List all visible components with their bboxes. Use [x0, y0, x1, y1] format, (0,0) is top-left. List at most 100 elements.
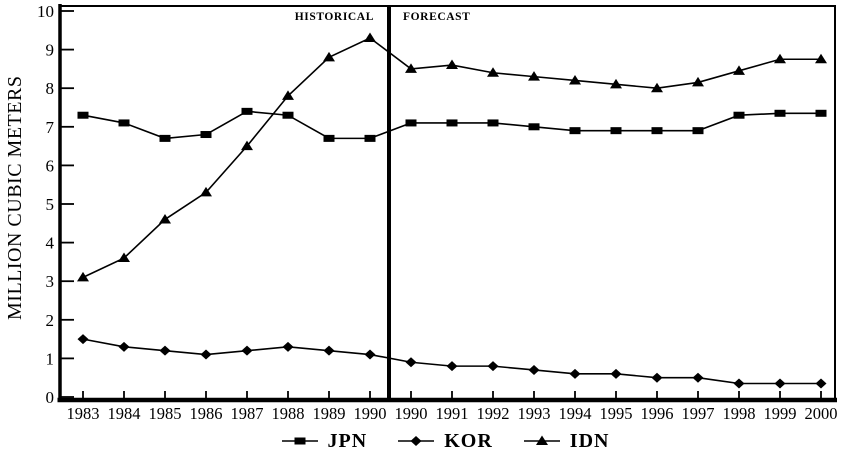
jpn-marker: [405, 119, 417, 127]
idn-marker: [651, 82, 663, 93]
jpn-marker: [815, 109, 827, 117]
idn-marker: [528, 71, 540, 81]
kor-marker: [446, 361, 458, 372]
x-tick-label: 1995: [600, 404, 633, 423]
x-axis: 1983 1984 1985 1986 1987 1988 1989 1990 1990 1991…: [67, 391, 838, 423]
jpn-marker: [159, 134, 171, 142]
idn-line: [82, 37, 821, 279]
region-label-forecast: FORECAST: [403, 11, 471, 23]
jpn-legend-marker: [294, 437, 306, 445]
jpn-marker: [692, 127, 704, 135]
legend-item-kor: KOR: [397, 430, 493, 453]
x-tick-label: 1992: [477, 404, 510, 423]
x-tick-label: 1984: [108, 404, 141, 423]
region-label-historical: HISTORICAL: [294, 11, 374, 23]
jpn-marker: [118, 119, 130, 127]
idn-marker: [446, 59, 458, 70]
jpn-marker: [528, 123, 540, 131]
jpn-marker: [200, 131, 212, 139]
jpn-square-legend-icon: [281, 437, 318, 445]
legend-label-kor: KOR: [444, 429, 493, 452]
jpn-marker: [446, 119, 458, 127]
legend-label-jpn: JPN: [327, 429, 368, 452]
series-jpn: [77, 107, 827, 142]
plot-frame: [57, 4, 837, 403]
kor-legend-marker: [410, 436, 422, 446]
jpn-marker: [774, 109, 786, 117]
y-tick-label: 2: [46, 311, 55, 330]
x-tick-label: 1990: [354, 404, 387, 423]
idn-marker: [405, 63, 417, 73]
jpn-marker: [651, 127, 663, 135]
jpn-marker: [241, 107, 253, 115]
kor-marker: [405, 357, 417, 368]
y-tick-label: 7: [46, 118, 55, 137]
x-tick-label: 1987: [231, 404, 264, 423]
idn-marker: [692, 76, 704, 87]
kor-marker: [282, 341, 294, 352]
idn-marker: [200, 186, 212, 197]
kor-marker: [200, 349, 212, 360]
idn-marker: [118, 252, 130, 263]
y-axis: 0 1 2 3 4 5 6 7 8 9 10: [37, 2, 74, 407]
legend: JPN KOR IDN: [0, 429, 850, 453]
y-tick-label: 0: [46, 388, 55, 407]
x-tick-label: 1996: [641, 404, 674, 423]
idn-triangle-legend-icon: [523, 435, 560, 445]
y-tick-label: 10: [37, 2, 54, 21]
idn-marker: [323, 51, 335, 62]
x-tick-label: 1991: [436, 404, 469, 423]
x-tick-label: 1997: [682, 404, 715, 423]
kor-marker: [118, 341, 130, 352]
x-tick-label: 1990: [395, 404, 428, 423]
x-tick-label: 1994: [559, 404, 592, 423]
idn-marker: [241, 140, 253, 151]
x-tick-label: 2000: [805, 404, 838, 423]
idn-marker: [282, 90, 294, 100]
kor-marker: [651, 372, 663, 383]
kor-marker: [528, 364, 540, 375]
y-tick-label: 8: [46, 79, 55, 98]
idn-marker: [569, 74, 581, 85]
x-tick-label: 1999: [764, 404, 797, 423]
kor-marker: [569, 368, 581, 379]
kor-marker: [364, 349, 376, 360]
y-tick-label: 6: [46, 156, 55, 175]
legend-label-idn: IDN: [569, 429, 610, 452]
jpn-marker: [77, 111, 89, 119]
kor-marker: [774, 378, 786, 389]
idn-marker: [77, 271, 89, 282]
kor-diamond-legend-icon: [398, 436, 435, 446]
x-tick-label: 1989: [313, 404, 346, 423]
kor-marker: [77, 334, 89, 345]
jpn-marker: [323, 134, 335, 142]
series-kor: [77, 334, 827, 389]
x-tick-label: 1993: [518, 404, 551, 423]
kor-marker: [733, 378, 745, 389]
jpn-marker: [282, 111, 294, 119]
idn-marker: [815, 53, 827, 64]
x-tick-label: 1983: [67, 404, 100, 423]
x-tick-label: 1985: [149, 404, 182, 423]
idn-marker: [733, 65, 745, 75]
kor-marker: [692, 372, 704, 383]
kor-marker: [487, 361, 499, 372]
x-tick-label: 1998: [723, 404, 756, 423]
legend-item-idn: IDN: [523, 430, 610, 453]
x-tick-label: 1986: [190, 404, 223, 423]
idn-marker: [487, 67, 499, 77]
jpn-marker: [364, 134, 376, 142]
y-tick-label: 3: [46, 272, 55, 291]
kor-marker: [323, 345, 335, 356]
y-tick-label: 4: [46, 234, 55, 253]
jpn-marker: [733, 111, 745, 119]
jpn-marker: [569, 127, 581, 135]
idn-marker: [364, 32, 376, 43]
idn-legend-marker: [535, 435, 548, 445]
jpn-marker: [610, 127, 622, 135]
idn-marker: [610, 78, 622, 89]
x-tick-label: 1988: [272, 404, 305, 423]
kor-marker: [610, 368, 622, 379]
